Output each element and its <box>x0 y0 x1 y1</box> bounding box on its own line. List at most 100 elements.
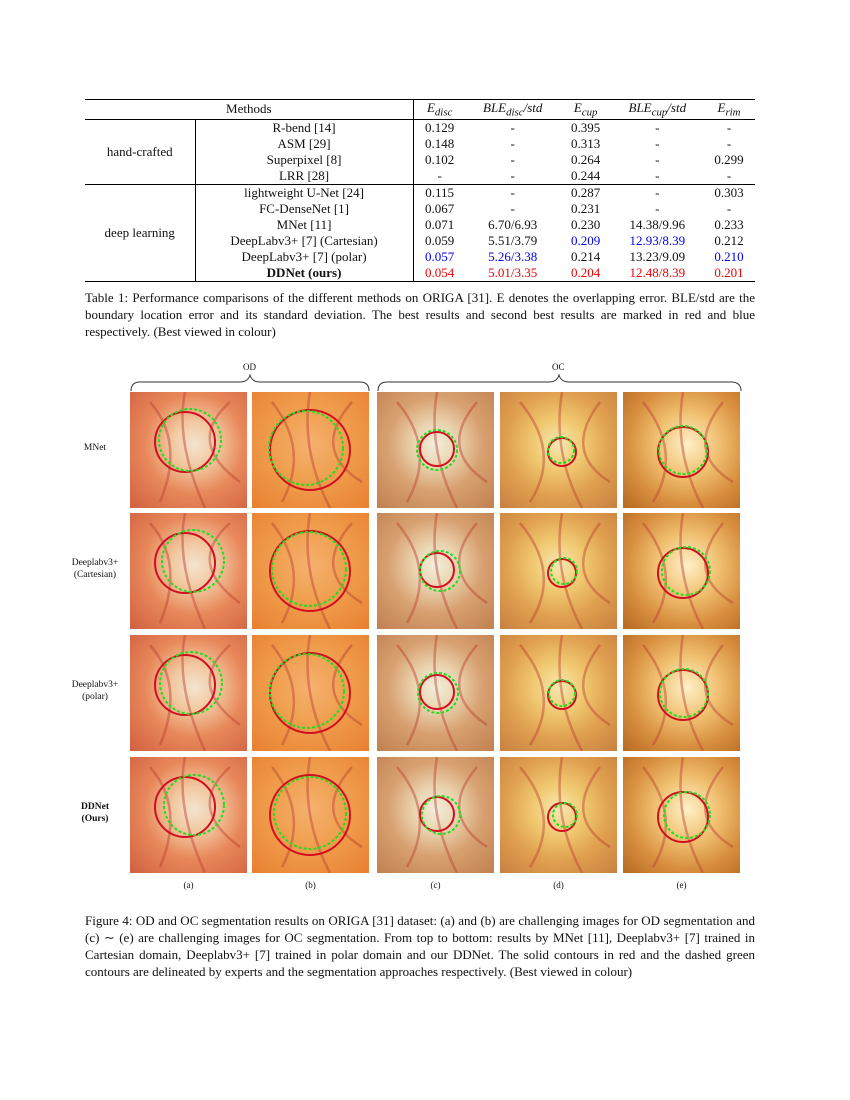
fundus-image <box>252 635 369 751</box>
method-contour <box>417 672 459 714</box>
method-contour <box>416 429 458 471</box>
fundus-image <box>130 757 247 873</box>
header-ble-disc: BLEdisc/std <box>483 100 543 119</box>
table-row: ASM [29] 0.148 - 0.313 - - <box>85 135 755 152</box>
fundus-image <box>130 513 247 629</box>
method-contour <box>421 795 461 835</box>
fundus-image <box>377 392 494 508</box>
expert-contour <box>419 796 455 832</box>
cell-value: 5.01/3.35 <box>488 264 538 280</box>
method-name: R-bend [14] <box>195 119 414 136</box>
cell-value: - <box>510 167 515 183</box>
cell-value: 0.067 <box>425 200 455 216</box>
cell-value: - <box>726 135 732 151</box>
cell-value: 5.26/3.38 <box>488 248 538 264</box>
fundus-image <box>623 757 740 873</box>
table-row: DeepLabv3+ [7] (Cartesian) 0.059 5.51/3.79… <box>85 232 755 249</box>
cell-value: 0.129 <box>425 119 455 135</box>
cell-value: 0.264 <box>571 151 601 167</box>
method-contour <box>658 425 708 475</box>
method-contour <box>271 531 347 607</box>
method-name: FC-DenseNet [1] <box>195 200 414 217</box>
fundus-image <box>500 392 617 508</box>
cell-value: 0.059 <box>425 232 455 248</box>
header-e-rim: Erim <box>717 100 741 119</box>
cell-value: 0.303 <box>714 184 744 200</box>
fundus-image <box>252 757 369 873</box>
cell-value: 0.204 <box>571 264 601 280</box>
cell-value: - <box>655 135 660 151</box>
cell-value: 0.287 <box>571 184 601 200</box>
expert-contour <box>154 411 216 473</box>
cell-value: 0.057 <box>425 248 455 264</box>
cell-value: 0.230 <box>571 216 601 232</box>
table-row: LRR [28] - - 0.244 - - <box>85 167 755 185</box>
cell-value: 0.102 <box>425 151 455 167</box>
fundus-image <box>623 513 740 629</box>
method-name: DDNet (ours) <box>195 264 414 282</box>
header-e-disc: Edisc <box>426 100 453 119</box>
table-row: hand-crafted R-bend [14] 0.129-0.395- - <box>85 119 755 185</box>
expert-contour <box>154 654 216 716</box>
method-name: DeepLabv3+ [7] (Cartesian) <box>195 232 414 249</box>
table-row: deep learning lightweight U-Net [24] 0.115… <box>85 184 755 282</box>
group-label: deep learning <box>85 184 196 282</box>
method-contour <box>547 436 575 464</box>
table-header-row: Methods Edisc BLEdisc/std Ecup BLEcup/st… <box>85 99 755 120</box>
cell-value: - <box>655 200 660 216</box>
method-name: DeepLabv3+ [7] (polar) <box>195 248 414 265</box>
method-contour <box>269 653 345 729</box>
expert-contour <box>269 774 351 856</box>
method-contour <box>273 776 347 850</box>
cell-value: 0.299 <box>714 151 744 167</box>
expert-contour <box>657 791 709 843</box>
cell-value: - <box>655 184 660 200</box>
cell-value: 0.313 <box>571 135 601 151</box>
column-label: (d) <box>553 880 564 890</box>
cell-value: - <box>726 200 732 216</box>
expert-contour <box>154 532 216 594</box>
expert-contour <box>269 530 351 612</box>
fundus-image <box>500 513 617 629</box>
row-label: Deeplabv3+ (polar) <box>71 680 119 702</box>
table-row: DeepLabv3+ [7] (polar) 0.057 5.26/3.38 0.21… <box>85 248 755 265</box>
cell-value: 12.93/8.39 <box>629 232 686 248</box>
fundus-image <box>623 392 740 508</box>
group-hand-crafted: hand-crafted R-bend [14] 0.129-0.395- - ASM … <box>85 119 755 185</box>
group-deep-learning: deep learning lightweight U-Net [24] 0.115… <box>85 184 755 282</box>
expert-contour <box>269 409 351 491</box>
table-row: MNet [11] 0.071 6.70/6.93 0.230 14.38/9.96 0.… <box>85 216 755 233</box>
header-e-cup: Ecup <box>573 100 598 119</box>
column-label: (a) <box>183 880 194 890</box>
column-label: (e) <box>676 880 687 890</box>
od-brace <box>130 374 370 392</box>
method-contour <box>659 668 709 718</box>
cell-value: 14.38/9.96 <box>629 216 686 232</box>
cell-value: - <box>510 151 515 167</box>
method-name: ASM [29] <box>195 135 414 152</box>
table-caption: Table 1: Performance comparisons of the … <box>85 290 755 339</box>
row-label: DDNet (Ours) <box>81 802 109 824</box>
column-label: (c) <box>430 880 441 890</box>
group-label: hand-crafted <box>85 119 196 185</box>
cell-value: 6.70/6.93 <box>488 216 538 232</box>
expert-contour <box>657 547 709 599</box>
cell-value: - <box>510 200 515 216</box>
fundus-image <box>377 635 494 751</box>
cell-value: - <box>726 119 732 135</box>
fundus-image <box>500 757 617 873</box>
table-row: FC-DenseNet [1] 0.067 - 0.231 - - <box>85 200 755 217</box>
cell-value: 0.233 <box>714 216 744 232</box>
fundus-image <box>500 635 617 751</box>
fundus-image <box>130 635 247 751</box>
method-contour <box>548 679 576 707</box>
od-label: OD <box>243 362 256 372</box>
method-name: Superpixel [8] <box>195 151 414 168</box>
fundus-image <box>377 757 494 873</box>
method-contour <box>161 529 225 593</box>
oc-label: OC <box>552 362 565 372</box>
cell-value: 0.148 <box>425 135 455 151</box>
row-label: MNet <box>83 443 107 453</box>
cell-value: 0.201 <box>714 264 744 280</box>
row-label: Deeplabv3+ (Cartesian) <box>71 558 119 580</box>
